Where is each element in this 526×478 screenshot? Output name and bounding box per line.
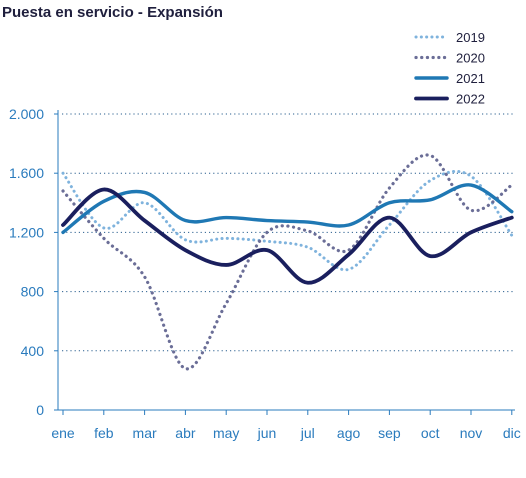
x-tick-label: feb: [94, 425, 114, 441]
series-line-2020: [61, 153, 514, 371]
y-tick-label: 400: [21, 343, 45, 359]
series-line-2021: [61, 183, 514, 235]
y-tick-label: 2.000: [9, 106, 44, 122]
y-tick-label: 800: [21, 284, 45, 300]
x-axis-ticks: ene feb mar abr may jun jul ago sep oct nov dic: [51, 410, 521, 441]
series-line-2019: [61, 169, 514, 272]
legend-label-2019: 2019: [456, 30, 485, 45]
x-tick-label: jun: [257, 425, 277, 441]
x-tick-label: jul: [300, 425, 315, 441]
x-tick-label: may: [213, 425, 239, 441]
x-tick-label: mar: [133, 425, 157, 441]
legend-label-2021: 2021: [456, 71, 485, 86]
y-tick-label: 0: [36, 402, 44, 418]
x-tick-label: oct: [421, 425, 440, 441]
x-tick-label: dic: [503, 425, 521, 441]
axes: [57, 110, 515, 411]
series-lines: [61, 153, 514, 371]
y-tick-label: 1.200: [9, 224, 44, 240]
chart-title: Puesta en servicio - Expansión: [2, 4, 223, 21]
x-tick-label: ago: [337, 425, 361, 441]
legend-label-2020: 2020: [456, 51, 485, 66]
x-tick-label: ene: [51, 425, 75, 441]
series-line-2022: [61, 187, 514, 285]
x-tick-label: nov: [460, 425, 483, 441]
y-axis-ticks: 0 400 800 1.200 1.600 2.000: [9, 106, 58, 418]
legend-label-2022: 2022: [456, 92, 485, 107]
x-tick-label: abr: [175, 425, 196, 441]
grid: [62, 113, 513, 352]
x-tick-label: sep: [378, 425, 401, 441]
y-tick-label: 1.600: [9, 165, 44, 181]
legend: 2019 2020 2021 2022: [414, 30, 485, 107]
